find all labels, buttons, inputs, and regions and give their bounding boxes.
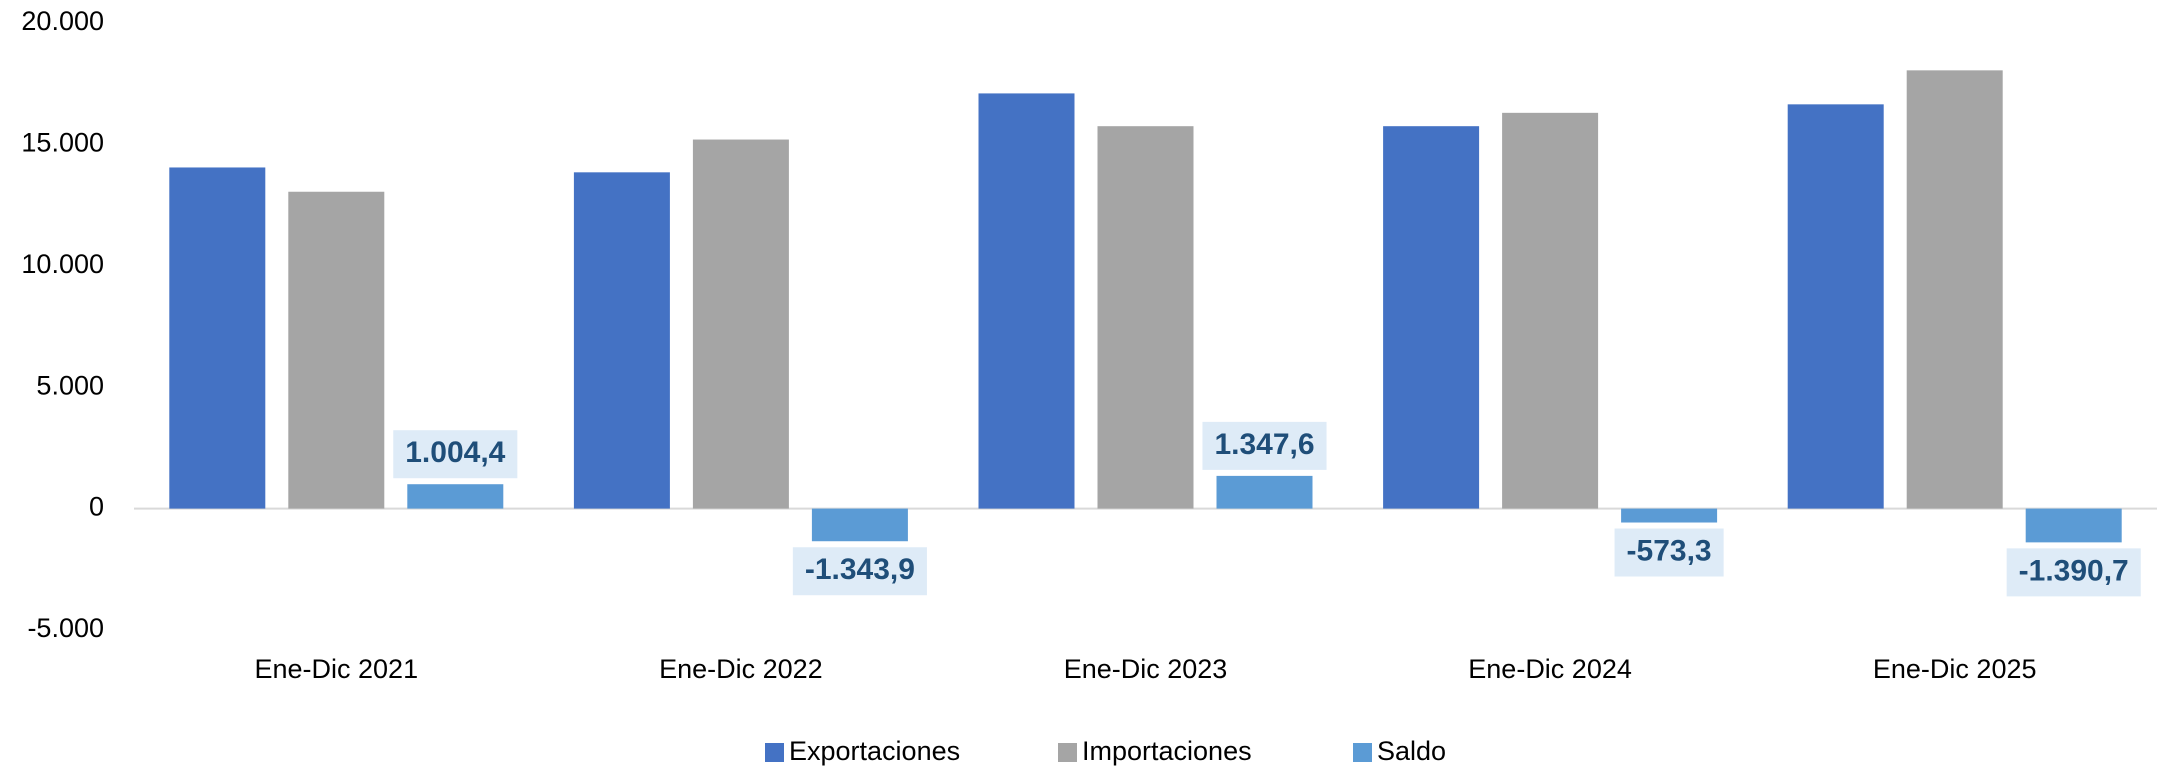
bar	[169, 167, 266, 509]
value-label-box	[1202, 421, 1327, 470]
legend-label: Exportaciones	[789, 736, 960, 766]
legend-swatch	[1058, 743, 1077, 762]
bar	[978, 93, 1075, 509]
x-tick-label: Ene-Dic 2023	[1064, 654, 1228, 684]
legend-label: Saldo	[1377, 736, 1446, 766]
value-label-box	[1614, 528, 1724, 577]
bar	[1502, 112, 1599, 509]
bar	[573, 172, 670, 509]
x-tick-label: Ene-Dic 2024	[1468, 654, 1632, 684]
bar	[288, 191, 385, 509]
legend-swatch	[1353, 743, 1372, 762]
bar	[1097, 126, 1194, 509]
y-tick-label: 20.000	[21, 6, 104, 36]
y-tick-label: 10.000	[21, 249, 104, 279]
value-label: 1.004,4	[405, 436, 505, 469]
legend-label: Importaciones	[1082, 736, 1252, 766]
legend-swatch	[765, 743, 784, 762]
value-label-box	[2006, 548, 2141, 597]
bar	[1787, 104, 1884, 509]
bar	[1621, 508, 1718, 523]
value-label: 1.347,6	[1214, 428, 1314, 461]
y-tick-label: -5.000	[27, 613, 104, 643]
bar	[1906, 70, 2003, 509]
x-tick-label: Ene-Dic 2022	[659, 654, 823, 684]
value-label: -1.390,7	[2019, 554, 2129, 587]
value-label-box	[393, 430, 518, 479]
value-label: -1.343,9	[805, 553, 915, 586]
bar	[1216, 475, 1313, 509]
value-label-box	[792, 547, 927, 596]
x-tick-label: Ene-Dic 2021	[254, 654, 418, 684]
bar	[811, 508, 908, 542]
bar	[1383, 126, 1480, 509]
bar	[2025, 508, 2122, 543]
bar	[407, 484, 504, 509]
y-tick-label: 5.000	[36, 370, 104, 400]
x-tick-label: Ene-Dic 2025	[1873, 654, 2037, 684]
y-tick-label: 0	[89, 492, 104, 522]
bar	[692, 139, 789, 509]
value-label: -573,3	[1627, 534, 1712, 567]
y-tick-label: 15.000	[21, 128, 104, 158]
